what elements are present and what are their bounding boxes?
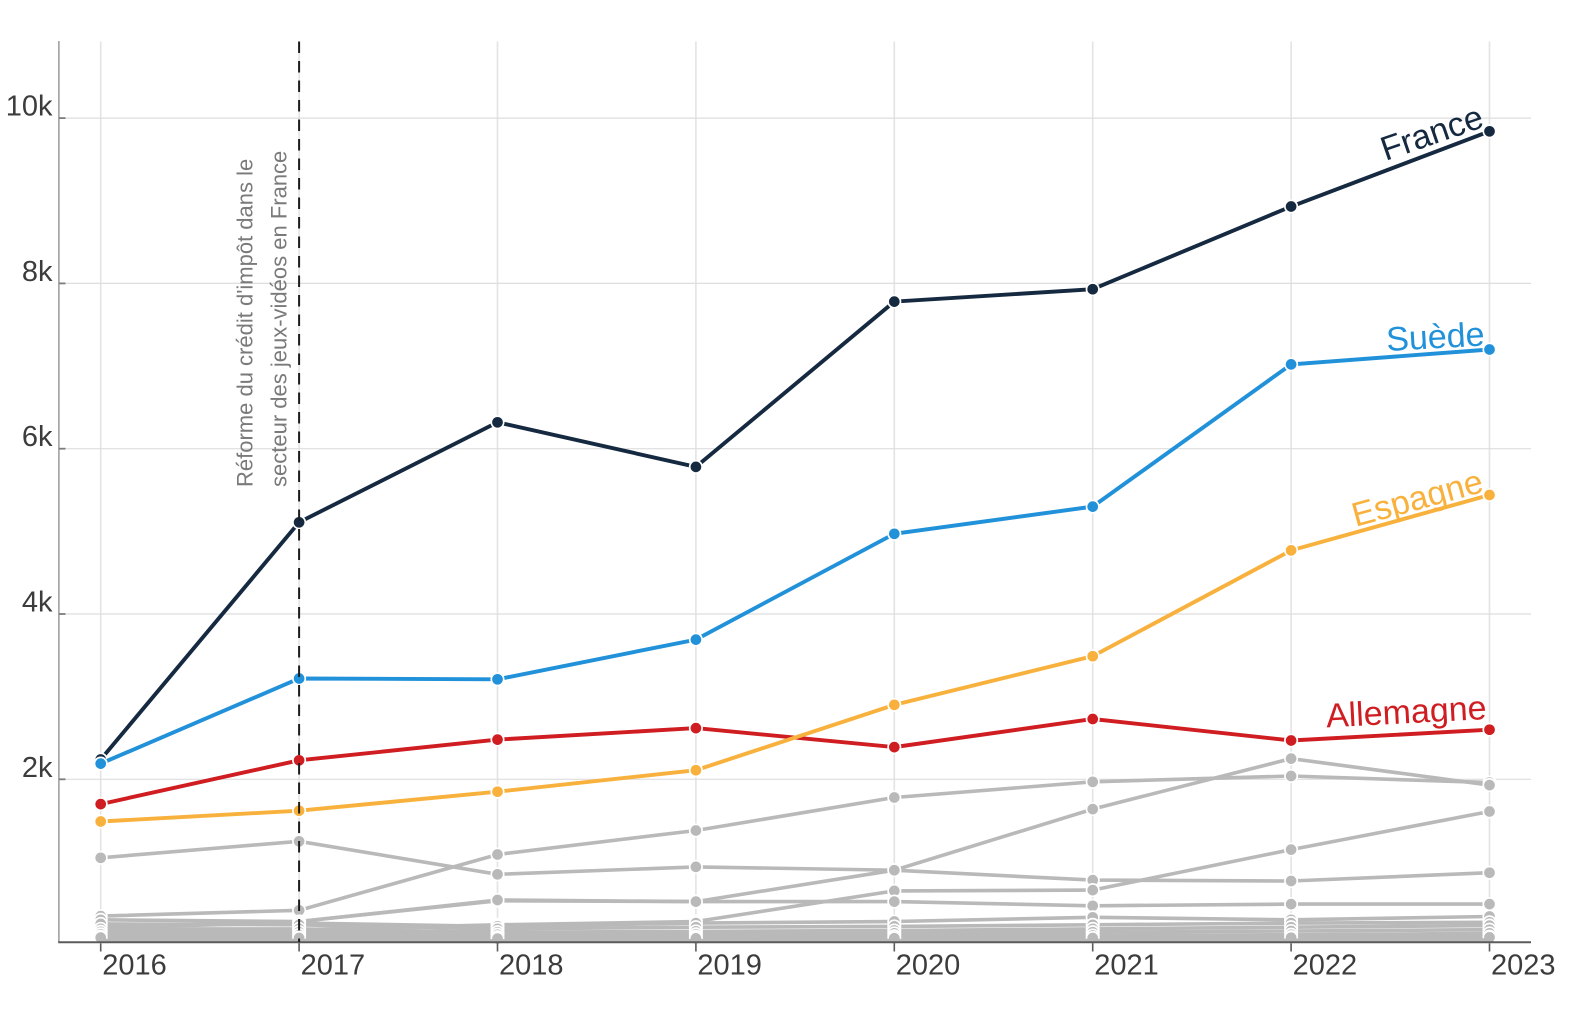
svg-text:2k: 2k xyxy=(22,752,53,784)
svg-text:2020: 2020 xyxy=(896,950,961,982)
svg-text:Allemagne: Allemagne xyxy=(1325,689,1487,735)
svg-text:2018: 2018 xyxy=(499,950,564,982)
svg-text:10k: 10k xyxy=(6,91,53,123)
svg-text:8k: 8k xyxy=(22,256,53,288)
svg-text:secteur des jeux-vidéos en Fra: secteur des jeux-vidéos en France xyxy=(267,151,292,487)
svg-text:2022: 2022 xyxy=(1293,950,1358,982)
svg-text:6k: 6k xyxy=(22,421,53,453)
svg-text:2023: 2023 xyxy=(1491,950,1556,982)
svg-text:2021: 2021 xyxy=(1094,950,1159,982)
svg-text:4k: 4k xyxy=(22,587,53,619)
svg-text:2019: 2019 xyxy=(697,950,762,982)
svg-text:2017: 2017 xyxy=(301,950,366,982)
svg-text:Réforme du crédit d'impôt dans: Réforme du crédit d'impôt dans le xyxy=(233,159,258,487)
svg-text:Suède: Suède xyxy=(1385,316,1485,359)
svg-text:2016: 2016 xyxy=(102,950,167,982)
